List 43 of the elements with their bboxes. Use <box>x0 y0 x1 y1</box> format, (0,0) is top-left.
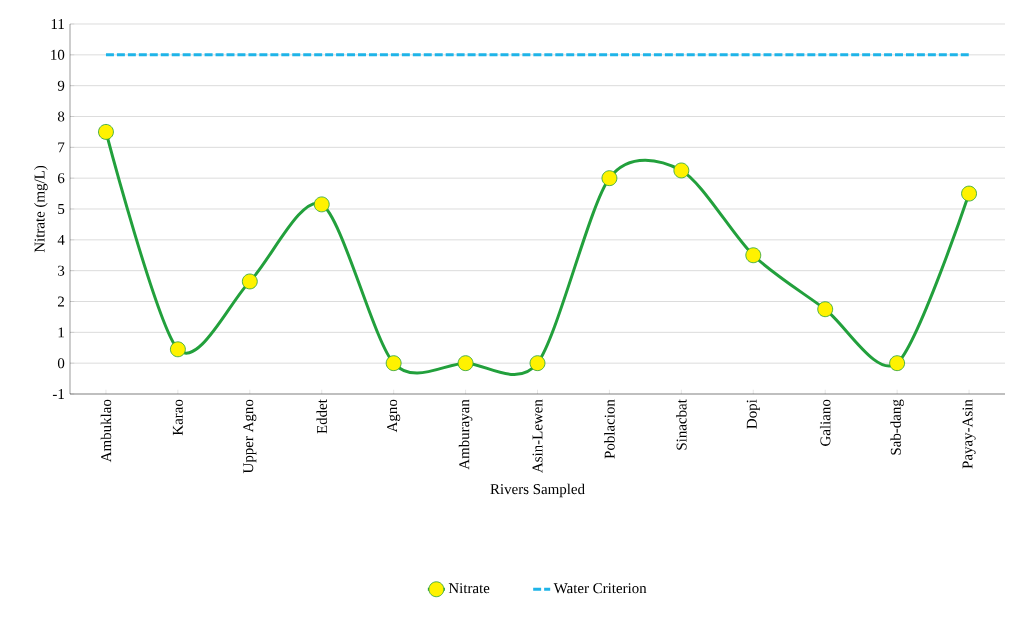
y-tick-label: 5 <box>58 204 65 214</box>
y-tick-label: 6 <box>57 173 65 184</box>
y-tick-label: 2 <box>58 296 64 307</box>
point <box>601 170 618 187</box>
point <box>961 185 977 202</box>
x-tick-label: Dopi <box>746 399 760 429</box>
y-tick-label: 3 <box>58 265 65 276</box>
y-tick-label: 10 <box>51 49 65 60</box>
x-tick-label: Sab-dang <box>890 399 904 455</box>
x-tick-label: Eddet <box>316 399 327 434</box>
x-tick-label: Agno <box>387 399 401 433</box>
y-tick-label: 8 <box>57 111 65 122</box>
point <box>745 247 762 264</box>
x-tick-label: Poblacion <box>604 399 615 459</box>
point <box>529 355 546 372</box>
point <box>385 355 402 372</box>
y-tick-label: 11 <box>51 19 64 29</box>
x-tick-label: Asin-Lewen <box>532 399 543 473</box>
point <box>673 162 690 179</box>
y-axis-title: Nitrate (mg/L) <box>34 165 48 253</box>
y-tick-label: -1 <box>52 389 64 399</box>
x-tick-label: Sinacbat <box>676 399 687 450</box>
y-tick-label: 0 <box>57 358 65 369</box>
point <box>98 124 114 140</box>
y-tick-label: 4 <box>57 234 65 245</box>
x-axis-title: Rivers Sampled <box>490 483 585 498</box>
x-tick-label: Amburayan <box>458 399 473 470</box>
x-tick-label: Ambuklao <box>100 399 112 463</box>
point <box>457 355 474 372</box>
x-tick-label: Payay-Asin <box>962 399 976 469</box>
point <box>889 355 905 372</box>
point <box>313 196 330 213</box>
y-tick-label: 1 <box>58 327 64 338</box>
x-tick-label: Galiano <box>819 399 831 446</box>
legend-label: Water Criterion <box>553 583 647 594</box>
point <box>170 341 186 358</box>
y-tick-label: 7 <box>58 142 65 153</box>
legend-label: Nitrate <box>448 583 490 594</box>
y-tick-label: 9 <box>57 80 65 91</box>
x-tick-label: Karao <box>172 399 183 436</box>
point <box>817 301 834 318</box>
point <box>241 273 258 290</box>
x-tick-label: Upper Agno <box>243 399 257 474</box>
